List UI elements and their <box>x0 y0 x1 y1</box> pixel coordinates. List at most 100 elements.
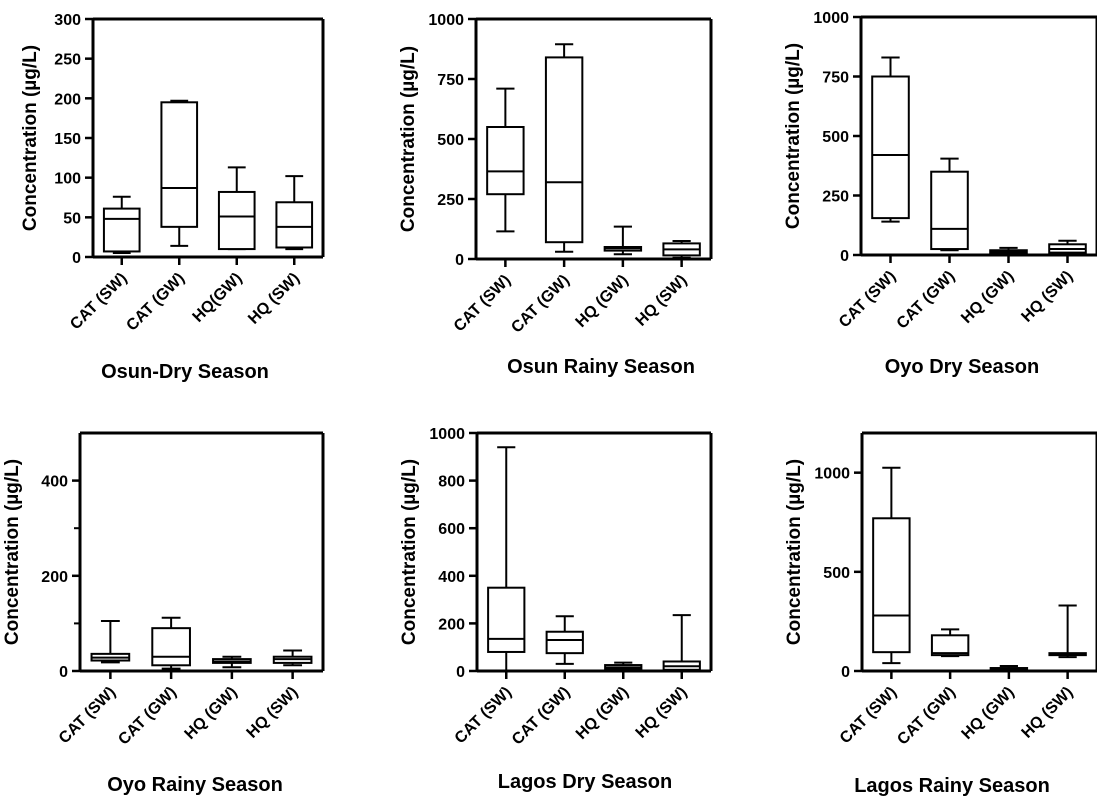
category-label: CAT (SW) <box>837 684 900 747</box>
y-tick-label: 400 <box>438 569 465 586</box>
y-tick-label: 1000 <box>429 426 465 443</box>
category-label: CAT (SW) <box>56 684 119 747</box>
box-2 <box>151 616 191 670</box>
category-label: CAT (GW) <box>123 270 188 335</box>
category-label: HQ (SW) <box>245 270 303 328</box>
box-2 <box>930 628 970 658</box>
box-4 <box>1048 239 1087 255</box>
box-iqr <box>871 75 910 220</box>
box-1 <box>486 87 525 233</box>
category-label: CAT (SW) <box>451 272 514 335</box>
box-iqr <box>930 170 969 251</box>
box-iqr <box>151 627 191 667</box>
chart-title: Lagos Rainy Season <box>854 775 1050 797</box>
box-iqr <box>102 207 141 253</box>
box-3 <box>212 655 252 669</box>
box-iqr <box>872 517 911 654</box>
category-label: CAT (GW) <box>115 684 180 749</box>
y-tick-label: 0 <box>59 664 68 681</box>
y-tick-label: 100 <box>54 171 81 188</box>
y-tick-label: 0 <box>72 250 81 267</box>
box-4 <box>1048 604 1087 659</box>
box-3 <box>989 665 1029 672</box>
box-3 <box>603 225 643 256</box>
category-label: CAT (GW) <box>509 684 574 749</box>
box-4 <box>275 175 314 251</box>
box-3 <box>989 246 1028 255</box>
category-label: HQ (GW) <box>958 268 1017 327</box>
chart-title: Osun-Dry Season <box>101 361 269 383</box>
box-1 <box>872 466 911 665</box>
category-label: CAT (SW) <box>836 268 899 331</box>
y-tick-label: 800 <box>438 474 465 491</box>
y-tick-label: 1000 <box>814 466 850 483</box>
box-4 <box>662 614 701 672</box>
box-2 <box>544 43 584 253</box>
box-2 <box>160 99 199 247</box>
y-axis-label: Concentration (µg/L) <box>783 43 804 229</box>
box-4 <box>272 649 313 667</box>
category-label: HQ (SW) <box>633 272 691 330</box>
y-tick-label: 200 <box>438 616 465 633</box>
y-tick-label: 200 <box>41 569 68 586</box>
y-tick-label: 600 <box>438 521 465 538</box>
y-tick-label: 50 <box>63 210 81 227</box>
category-label: HQ (SW) <box>1019 684 1077 742</box>
chart-title: Oyo Rainy Season <box>107 774 283 796</box>
box-1 <box>90 620 131 664</box>
y-tick-label: 400 <box>41 474 68 491</box>
category-label: CAT (GW) <box>894 268 959 333</box>
chart-title: Lagos Dry Season <box>498 771 673 793</box>
category-label: CAT (GW) <box>508 272 573 337</box>
box-iqr <box>486 126 525 196</box>
y-tick-label: 1000 <box>813 10 849 27</box>
category-label: CAT (GW) <box>894 684 959 749</box>
category-label: HQ (GW) <box>573 684 632 743</box>
chart-panel-2: 0 250 500 750 1000 Concentration (µg/L) CAT (S… <box>398 12 713 378</box>
box-iqr <box>160 101 199 228</box>
box-1 <box>871 56 910 223</box>
box-iqr <box>275 201 314 249</box>
chart-panel-1: 0 50 100 150 200 250 300 Concentration (µg/L) CA… <box>20 12 325 383</box>
box-iqr <box>487 586 526 653</box>
chart-title: Osun Rainy Season <box>507 356 695 378</box>
category-label: HQ (SW) <box>244 684 302 742</box>
y-tick-label: 300 <box>54 12 81 29</box>
y-axis-label: Concentration (µg/L) <box>2 459 23 645</box>
category-label: HQ (SW) <box>1018 268 1076 326</box>
y-tick-label: 750 <box>437 72 464 89</box>
chart-panel-4: 0 200 400 Concentration (µg/L) CAT (SW)CAT (… <box>2 431 325 796</box>
box-1 <box>102 195 141 255</box>
box-iqr <box>545 630 584 655</box>
category-label: HQ (GW) <box>959 684 1018 743</box>
y-tick-label: 250 <box>437 192 464 209</box>
y-tick-label: 200 <box>54 91 81 108</box>
box-1 <box>487 446 526 672</box>
y-axis-label: Concentration (µg/L) <box>398 46 419 232</box>
box-iqr <box>930 634 970 657</box>
chart-panel-6: 0 500 1000 Concentration (µg/L) CAT (SW)CAT … <box>784 431 1097 797</box>
y-tick-label: 500 <box>437 132 464 149</box>
y-tick-label: 500 <box>822 129 849 146</box>
y-axis-label: Concentration (µg/L) <box>784 459 805 645</box>
y-tick-label: 0 <box>840 248 849 265</box>
chart-panel-3: 0 250 500 750 1000 Concentration (µg/L) CAT (S… <box>783 10 1097 378</box>
category-label: CAT (SW) <box>452 684 515 747</box>
y-tick-label: 0 <box>455 252 464 269</box>
category-label: HQ (GW) <box>573 272 632 331</box>
box-4 <box>662 240 701 259</box>
box-iqr <box>544 56 584 244</box>
y-tick-label: 500 <box>823 565 850 582</box>
y-tick-label: 250 <box>54 52 81 69</box>
category-label: HQ (GW) <box>182 684 241 743</box>
category-label: HQ (SW) <box>633 684 691 742</box>
box-3 <box>604 661 643 671</box>
y-tick-label: 750 <box>822 70 849 87</box>
y-tick-label: 150 <box>54 131 81 148</box>
y-tick-label: 1000 <box>428 12 464 29</box>
y-tick-label: 0 <box>456 664 465 681</box>
chart-panel-5: 0 200 400 600 800 1000 Concentration (µg/L) CAT… <box>399 426 713 793</box>
box-3 <box>217 166 256 251</box>
y-axis-label: Concentration (µg/L) <box>20 45 41 231</box>
